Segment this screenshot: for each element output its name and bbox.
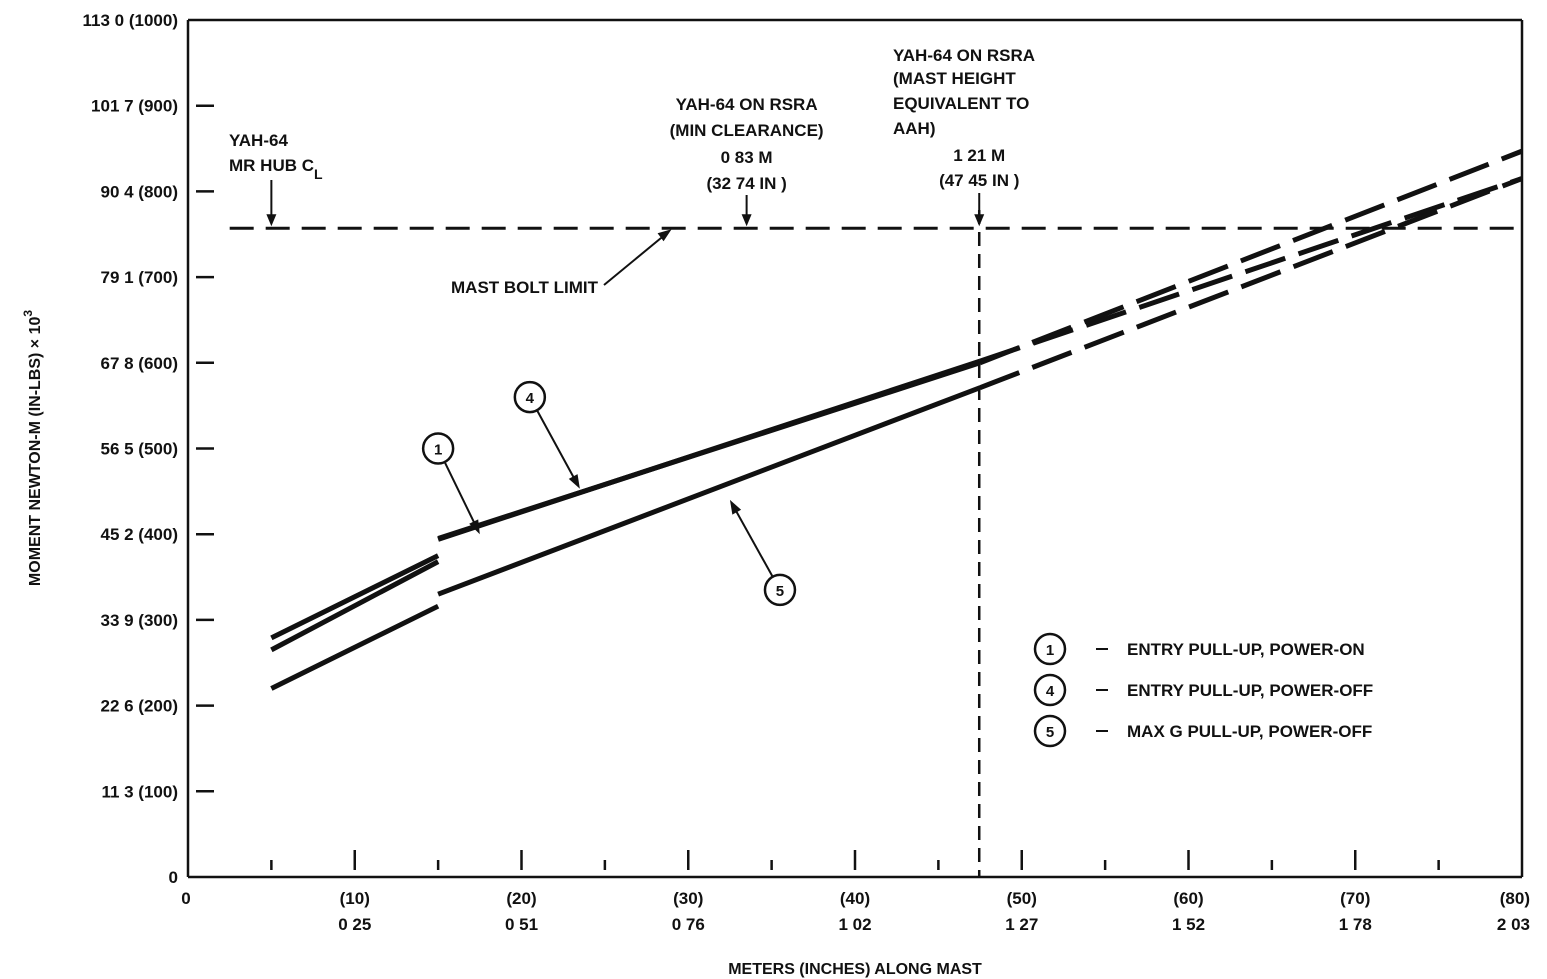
y-tick-label: 22 6 (200) [101,697,179,716]
x-tick-label-inches: (70) [1340,889,1370,908]
x-tick-label-meters: 0 76 [672,915,705,934]
min-clearance-label-line: (32 74 IN ) [706,174,786,193]
marker-4-leader [536,410,578,484]
series-5-solid-segment [270,603,440,691]
hub-arrow-head [266,214,277,227]
x-tick-label-meters: 0 51 [505,915,538,934]
x-tick-label-meters: 1 02 [838,915,871,934]
x-tick-label-inches: (20) [506,889,536,908]
reference-lines [229,210,1522,877]
legend-entry-4: ENTRY PULL-UP, POWER-OFF [1127,681,1373,700]
marker-5-label: 5 [776,583,784,600]
legend-marker-number: 1 [1046,642,1054,659]
series-4-solid-segment [437,360,981,541]
marker-5-circle [763,573,797,607]
series-5-solid-segment [437,385,981,597]
legend-marker-1 [1033,632,1067,666]
x-tick-label-meters: 1 52 [1172,915,1205,934]
y-axis-ticks: 0 11 3 (100) 22 6 (200) 33 9 (300) 45 2 (400… [83,11,214,887]
x-tick-label-inches: (10) [340,889,370,908]
marker-4-arrow-head [568,474,580,489]
y-axis-title-main: MOMENT NEWTON-M (IN-LBS) × 10 [27,317,44,587]
aah-label-line: YAH-64 ON RSRA [893,46,1035,65]
aah-arrow-head [974,214,985,227]
x-axis-ticks: 0 (10) 0 25 (20) 0 51 (30) 0 76 (40) 1 02 (50) 1 2… [181,850,1530,934]
mast-bolt-limit-arrow-head [657,229,672,242]
series-1-solid-segment [270,559,440,653]
y-axis-title-exponent: 3 [21,310,35,317]
min-clearance-label-line: (MIN CLEARANCE) [670,121,824,140]
annotations: YAH-64 MR HUB CL YAH-64 ON RSRA (MIN CLEARA… [229,46,1035,297]
x-axis-title: METERS (INCHES) ALONG MAST [728,961,982,978]
legend-marker-number: 4 [1046,683,1055,700]
min-clearance-label-line: YAH-64 ON RSRA [676,95,818,114]
marker-5-leader [731,504,774,577]
legend-entry-1: ENTRY PULL-UP, POWER-ON [1127,640,1365,659]
x-tick-label-meters: 2 03 [1497,915,1530,934]
marker-1-arrow-head [469,519,480,535]
min-clearance-arrow-head [741,214,752,227]
legend-marker-number: 5 [1046,724,1054,741]
marker-1-leader [444,462,479,530]
plot-frame [186,18,1524,879]
marker-1-circle [421,432,455,465]
legend-marker-5 [1033,714,1067,748]
series-4-dashed-segment [979,148,1523,366]
aah-label-line: 1 21 M [953,146,1005,165]
x-tick-label-meters: 1 78 [1339,915,1372,934]
y-tick-label: 79 1 (700) [101,268,179,287]
x-tick-label-meters: 1 27 [1005,915,1038,934]
marker-4-circle [513,380,547,414]
aah-label-line: (47 45 IN ) [939,171,1019,190]
centerline-subscript: L [314,166,323,182]
y-tick-label: 33 9 (300) [101,611,179,630]
y-tick-label: 90 4 (800) [101,182,179,201]
x-tick-label-inches: (40) [840,889,870,908]
marker-1-label: 1 [434,442,442,459]
x-tick-label-inches: (30) [673,889,703,908]
y-tick-label: 113 0 (1000) [83,11,178,30]
x-tick-label-inches: (80) [1500,889,1530,908]
legend: 1 ENTRY PULL-UP, POWER-ON 4 ENTRY PULL-UP, … [1033,632,1373,748]
series-4-solid-segment [270,553,440,641]
marker-4-label: 4 [526,390,535,407]
series-1-dashed-segment [979,176,1523,364]
y-tick-label: 0 [169,868,178,887]
hub-label-line: YAH-64 [229,131,288,150]
aah-label-line: (MAST HEIGHT [893,69,1016,88]
x-tick-label-meters: 0 25 [338,915,371,934]
x-tick-label-inches: (50) [1007,889,1037,908]
y-tick-label: 67 8 (600) [101,354,179,373]
marker-5-arrow-head [729,499,742,515]
x-tick-label-inches: (60) [1173,889,1203,908]
x-tick-label-inches: 0 [181,889,190,908]
series-5-dashed-segment [979,176,1523,390]
y-tick-label: 101 7 (900) [91,97,178,116]
hub-label-line: MR HUB CL [229,156,323,182]
aah-label-line: AAH) [893,119,936,138]
series-layer [270,148,1523,691]
legend-entry-5: MAX G PULL-UP, POWER-OFF [1127,722,1372,741]
y-tick-label: 56 5 (500) [101,440,179,459]
y-tick-label: 45 2 (400) [101,525,179,544]
y-tick-label: 11 3 (100) [101,782,178,801]
series-markers: 1 4 5 [421,380,797,607]
min-clearance-label-line: 0 83 M [721,148,773,167]
mast-bolt-limit-label: MAST BOLT LIMIT [451,278,599,297]
y-axis-title: MOMENT NEWTON-M (IN-LBS) × 103 [21,310,44,586]
mast-bolt-limit-leader [603,233,667,286]
aah-label-line: EQUIVALENT TO [893,94,1029,113]
legend-marker-4 [1033,673,1067,707]
